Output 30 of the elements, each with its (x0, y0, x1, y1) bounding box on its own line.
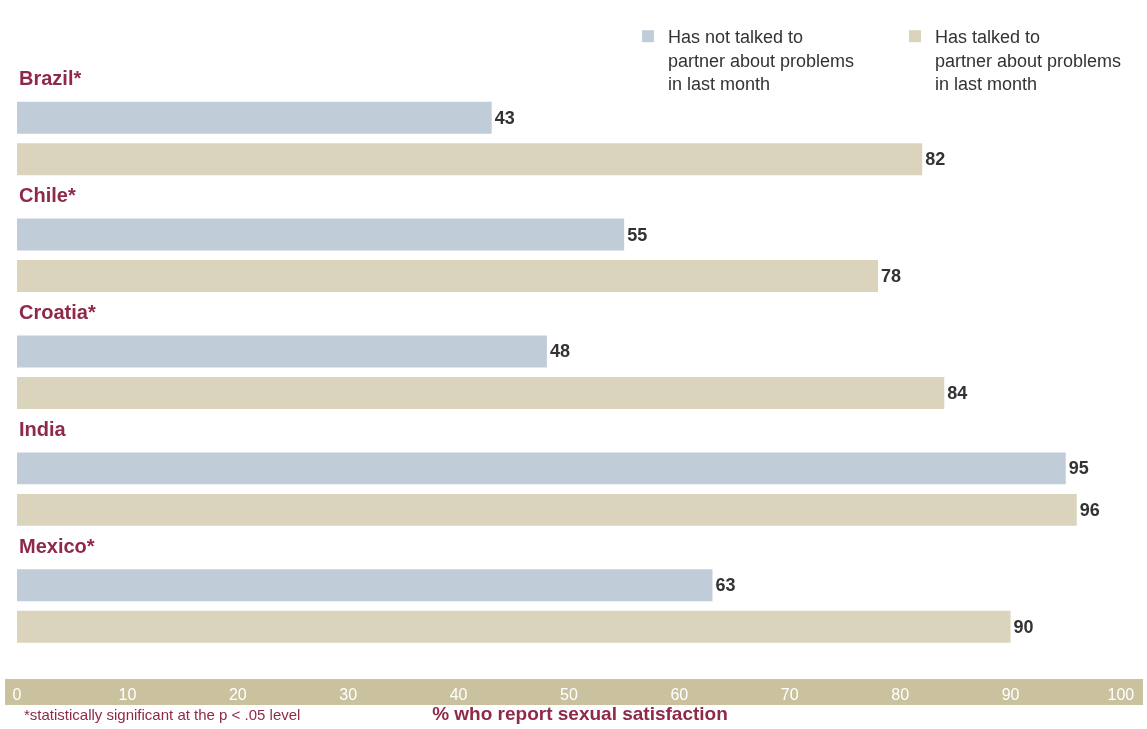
x-tick-label: 90 (1001, 686, 1020, 704)
x-tick-label: 60 (670, 686, 689, 704)
data-label: 90 (1013, 616, 1034, 637)
x-tick-label: 10 (118, 686, 137, 704)
x-tick-label: 80 (891, 686, 910, 704)
data-label: 48 (549, 341, 570, 362)
x-tick-label: 40 (449, 686, 468, 704)
y-tick-label: Croatia* (19, 301, 96, 323)
x-tick-label: 30 (339, 686, 358, 704)
x-tick-label: 50 (560, 686, 578, 704)
data-label: 78 (881, 266, 902, 287)
text: *statistically significant at the p < .05 level (24, 706, 301, 723)
x-axis-title: % who report sexual satisfaction (432, 703, 728, 725)
data-label: 63 (715, 575, 736, 596)
legend-label: Has talked to partner about problems in last month (935, 27, 1122, 95)
data-label: 43 (494, 107, 515, 128)
data-label: 55 (627, 224, 648, 245)
x-tick-label: 70 (780, 686, 799, 704)
data-label: 96 (1079, 499, 1100, 520)
y-tick-label: Brazil* (19, 67, 82, 89)
y-tick-label: Mexico* (19, 535, 95, 557)
data-label: 84 (947, 382, 968, 403)
data-label: 82 (925, 149, 946, 170)
data-label: 95 (1068, 458, 1089, 479)
x-tick-label: 20 (228, 686, 247, 704)
y-tick-label: India (19, 418, 67, 440)
y-tick-label: Chile* (19, 184, 76, 206)
x-tick-label: 100 (1107, 686, 1135, 704)
legend-label: Has not talked to partner about problems in last month (668, 27, 855, 95)
x-tick-label: 0 (12, 686, 22, 704)
